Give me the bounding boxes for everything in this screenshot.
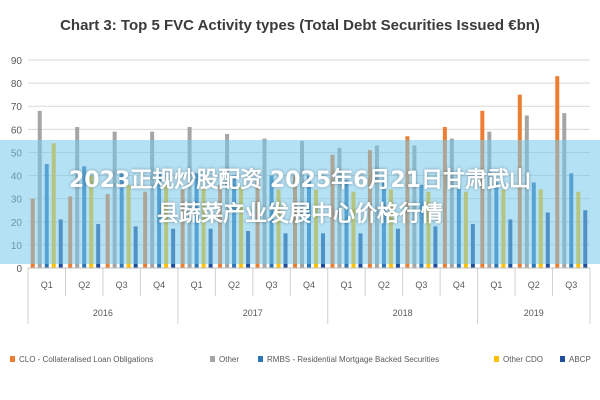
x-tick-label: Q4	[303, 280, 315, 290]
x-tick-label: Q3	[266, 280, 278, 290]
legend-label: CLO - Collateralised Loan Obligations	[19, 355, 153, 364]
x-tick-label: Q3	[116, 280, 128, 290]
year-label: 2016	[93, 308, 113, 318]
x-tick-label: Q2	[228, 280, 240, 290]
overlay-caption: 2023正规炒股配资 2025年6月21日甘肃武山 县蔬菜产业发展中心价格行情	[20, 164, 580, 232]
legend-swatch	[258, 356, 263, 362]
y-tick-label: 90	[11, 56, 23, 67]
y-tick-label: 80	[11, 79, 23, 90]
x-tick-label: Q4	[453, 280, 465, 290]
legend-swatch	[10, 356, 15, 362]
x-tick-label: Q1	[490, 280, 502, 290]
year-label: 2017	[243, 308, 263, 318]
overlay-banner	[0, 140, 600, 264]
x-tick-label: Q4	[153, 280, 165, 290]
x-tick-label: Q3	[415, 280, 427, 290]
legend-swatch	[494, 356, 499, 362]
x-tick-label: Q3	[565, 280, 577, 290]
y-tick-label: 70	[11, 102, 23, 113]
x-tick-label: Q1	[41, 280, 53, 290]
chart-title: Chart 3: Top 5 FVC Activity types (Total…	[60, 17, 540, 34]
overlay-line-2: 县蔬菜产业发展中心价格行情	[156, 202, 443, 227]
legend-label: Other	[219, 355, 239, 364]
year-label: 2018	[393, 308, 413, 318]
legend-swatch	[210, 356, 215, 362]
year-label: 2019	[524, 308, 544, 318]
legend-label: ABCP	[569, 355, 591, 364]
overlay-line-1: 2023正规炒股配资 2025年6月21日甘肃武山	[68, 168, 532, 193]
x-tick-label: Q2	[378, 280, 390, 290]
x-tick-label: Q1	[340, 280, 352, 290]
x-tick-label: Q2	[528, 280, 540, 290]
x-tick-label: Q2	[78, 280, 90, 290]
legend-label: Other CDO	[503, 355, 543, 364]
legend-label: RMBS - Residential Mortgage Backed Secur…	[267, 355, 439, 364]
x-tick-label: Q1	[191, 280, 203, 290]
legend-swatch	[560, 356, 565, 362]
y-tick-label: 60	[11, 125, 23, 136]
y-tick-label: 0	[16, 264, 22, 275]
